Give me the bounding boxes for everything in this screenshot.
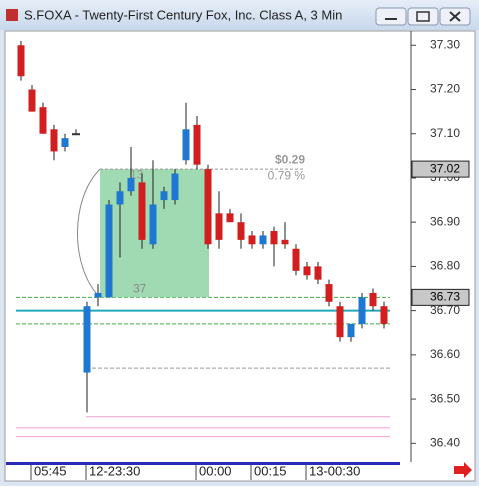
y-tick-label: 36.60 [430, 347, 460, 361]
candle-body [72, 133, 80, 136]
x-tick-label: 13-00:30 [309, 463, 360, 478]
candle-body [94, 292, 102, 298]
y-tick-label: 37.30 [430, 37, 460, 51]
y-tick-label: 36.90 [430, 214, 460, 228]
candle-body [204, 169, 212, 245]
time-axis-bar [6, 462, 400, 465]
minimize-button[interactable] [375, 7, 407, 26]
candle-body [127, 177, 135, 192]
measure-arc [77, 168, 101, 298]
candle-body [347, 323, 355, 338]
candle-body [171, 173, 179, 201]
candle-body [105, 204, 113, 298]
y-tick-label: 37.20 [430, 82, 460, 96]
candle-body [39, 107, 47, 134]
y-tick-label: 36.40 [430, 435, 460, 449]
candle-body [138, 182, 146, 240]
candle-body [160, 191, 168, 201]
close-icon [449, 11, 461, 22]
candle-body [270, 231, 278, 245]
x-tick-label: 05:45 [34, 463, 67, 478]
candle-body [193, 124, 201, 165]
measure-label: 13 [130, 167, 144, 181]
maximize-button[interactable] [407, 7, 439, 26]
candle-body [314, 266, 322, 280]
chart-panel [4, 30, 476, 482]
x-tick-label: 12-23:30 [89, 463, 140, 478]
measure-change: $0.29 [275, 152, 305, 166]
app-icon [6, 9, 18, 21]
candle-body [182, 129, 190, 161]
candle-body [215, 213, 223, 240]
measure-percent: 0.79 % [268, 168, 306, 182]
price-label-box [411, 160, 470, 178]
candle-body [50, 129, 58, 152]
scroll-arrow[interactable] [454, 462, 472, 478]
candle-body [17, 45, 25, 77]
maximize-icon [416, 11, 430, 22]
window-title: S.FOXA - Twenty-First Century Fox, Inc. … [24, 7, 342, 22]
price-label: 36.73 [430, 290, 460, 304]
candle-body [292, 248, 300, 271]
candle-body [61, 138, 69, 147]
candle-body [281, 239, 289, 245]
price-label-box [411, 288, 470, 306]
candle-body [237, 222, 245, 240]
measure-bars: 37 [133, 282, 147, 296]
x-tick-label: 00:00 [199, 463, 232, 478]
candle-body [116, 191, 124, 205]
candle-body [358, 297, 366, 324]
y-tick-label: 36.50 [430, 391, 460, 405]
x-tick-label: 00:15 [254, 463, 287, 478]
price-label: 37.02 [430, 161, 460, 175]
candle-body [325, 284, 333, 302]
y-tick-label: 36.80 [430, 259, 460, 273]
candle-body [149, 204, 157, 245]
candle-body [28, 89, 36, 112]
candle-body [226, 213, 234, 223]
y-tick-label: 36.70 [430, 303, 460, 317]
candle-body [248, 235, 256, 245]
candle-body [380, 306, 388, 324]
candle-body [336, 306, 344, 338]
candle-body [83, 306, 91, 373]
y-tick-label: 37.10 [430, 126, 460, 140]
candle-body [259, 235, 267, 245]
candle-body [369, 292, 377, 307]
candle-body [303, 266, 311, 276]
